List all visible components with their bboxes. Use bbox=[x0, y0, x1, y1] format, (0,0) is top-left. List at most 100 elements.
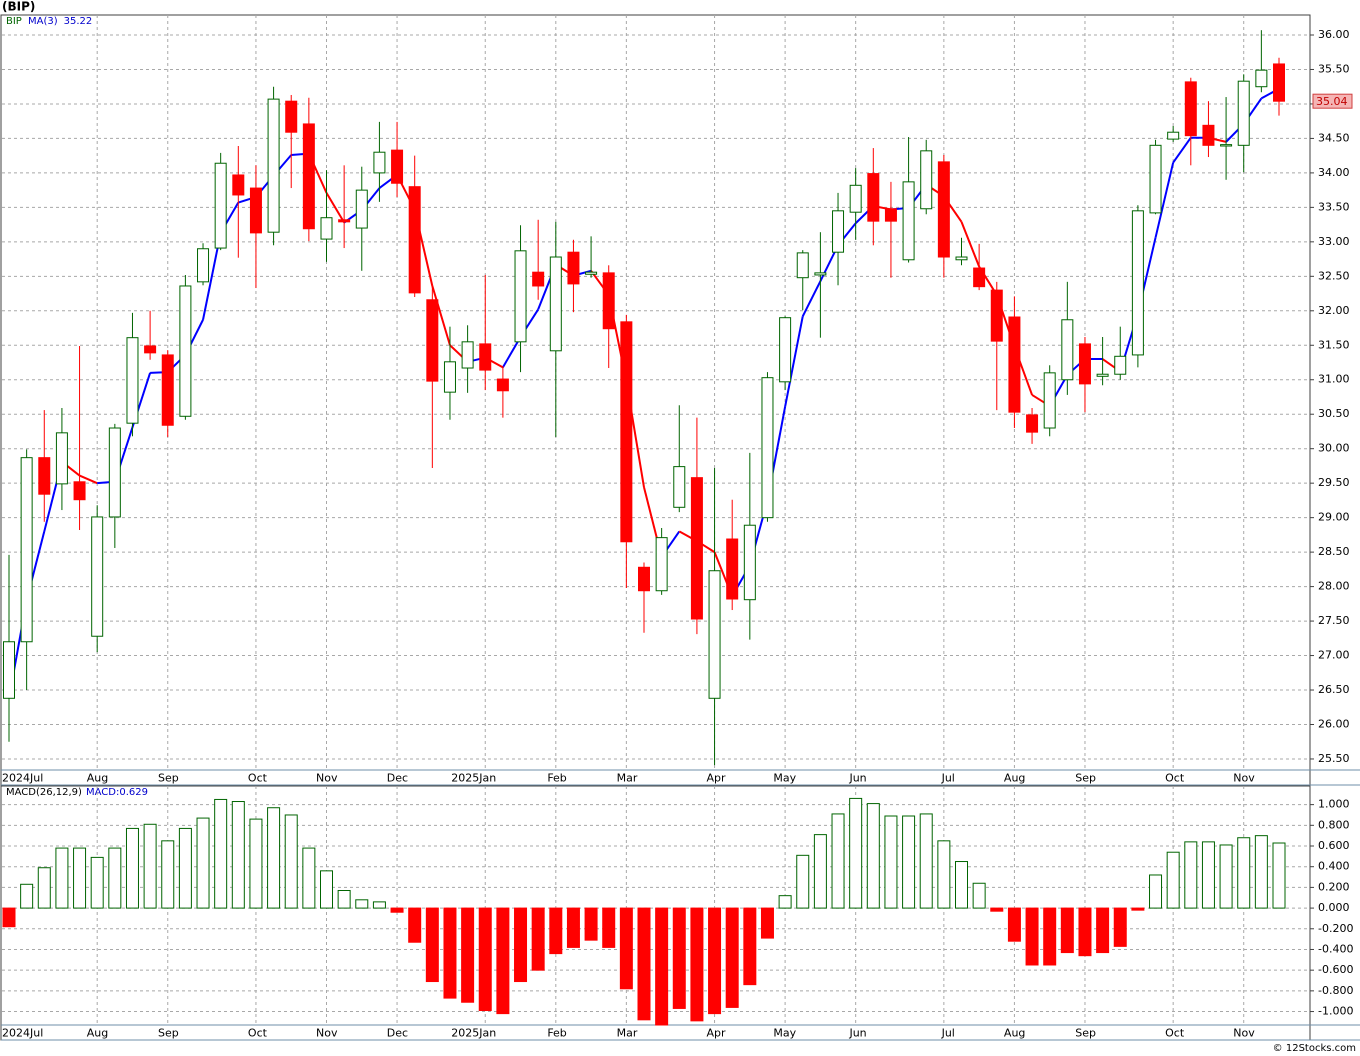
candle-body bbox=[973, 267, 986, 288]
x-tick-label: 2024Jul bbox=[2, 772, 43, 785]
macd-bar bbox=[1237, 837, 1251, 909]
macd-bar bbox=[267, 807, 281, 909]
candle-body bbox=[161, 354, 174, 426]
x-tick-label: Sep bbox=[1075, 1027, 1096, 1040]
candle-body bbox=[1184, 81, 1197, 137]
macd-bar bbox=[178, 827, 192, 909]
candle-body bbox=[1008, 316, 1021, 413]
candle-body bbox=[426, 299, 439, 382]
ma-segment bbox=[79, 474, 98, 485]
y-tick-label: 31.50 bbox=[1318, 338, 1350, 351]
candle-body bbox=[690, 477, 703, 620]
macd-bar bbox=[20, 883, 34, 909]
candle-body bbox=[214, 162, 227, 249]
y-tick-label: 0.400 bbox=[1318, 860, 1350, 873]
macd-bar bbox=[655, 907, 669, 1026]
x-tick-label: May bbox=[773, 1027, 796, 1040]
x-tick-label: Mar bbox=[617, 1027, 638, 1040]
y-tick-label: -0.800 bbox=[1318, 984, 1353, 997]
candle-body bbox=[779, 317, 792, 383]
candle-body bbox=[655, 537, 668, 592]
macd-bar bbox=[372, 901, 386, 909]
x-tick-label: 2025Jan bbox=[451, 1027, 496, 1040]
macd-bar bbox=[937, 840, 951, 909]
candle-body bbox=[990, 289, 1003, 342]
y-tick-label: 29.50 bbox=[1318, 476, 1350, 489]
macd-bar bbox=[725, 907, 739, 1008]
candle-body bbox=[849, 184, 862, 213]
x-tick-label: May bbox=[773, 772, 796, 785]
macd-bar bbox=[549, 907, 563, 955]
candle-body bbox=[144, 345, 157, 354]
candle-body bbox=[567, 251, 580, 285]
candle-body bbox=[796, 252, 809, 279]
candle-body bbox=[320, 217, 333, 240]
macd-bar bbox=[284, 814, 298, 909]
candle-body bbox=[373, 151, 386, 174]
candle-body bbox=[1220, 144, 1233, 147]
y-tick-label: 32.50 bbox=[1318, 269, 1350, 282]
candle-body bbox=[1043, 372, 1056, 429]
y-tick-label: -0.200 bbox=[1318, 922, 1353, 935]
macd-bar bbox=[1149, 874, 1163, 909]
y-tick-label: 0.800 bbox=[1318, 818, 1350, 831]
ma-segment bbox=[1172, 137, 1192, 164]
x-tick-label: 2025Jan bbox=[451, 772, 496, 785]
x-tick-label: Nov bbox=[1233, 1027, 1255, 1040]
macd-bar bbox=[143, 823, 157, 909]
macd-bar bbox=[708, 907, 722, 1015]
candle-body bbox=[832, 210, 845, 253]
macd-bar bbox=[813, 834, 827, 909]
macd-bar bbox=[73, 847, 87, 909]
candle-body bbox=[638, 566, 650, 592]
y-tick-label: 0.600 bbox=[1318, 839, 1350, 852]
candle-body bbox=[1255, 69, 1268, 88]
macd-bar bbox=[55, 847, 69, 909]
y-tick-label: 34.00 bbox=[1318, 166, 1350, 179]
x-tick-label: Nov bbox=[316, 772, 338, 785]
macd-bar bbox=[1272, 842, 1286, 909]
candle-body bbox=[1149, 144, 1162, 214]
macd-bar bbox=[108, 847, 122, 909]
candle-body bbox=[408, 186, 421, 294]
macd-bar bbox=[1184, 841, 1198, 909]
x-tick-label: Oct bbox=[248, 772, 268, 785]
x-tick-label: Dec bbox=[387, 1027, 408, 1040]
macd-bar bbox=[214, 798, 228, 909]
y-tick-label: 26.00 bbox=[1318, 717, 1350, 730]
macd-bar bbox=[196, 817, 210, 909]
macd-bar bbox=[390, 907, 404, 913]
x-tick-label: Aug bbox=[1004, 772, 1025, 785]
candle-body bbox=[126, 337, 139, 424]
macd-bar bbox=[249, 818, 263, 909]
x-tick-label: 2024Jul bbox=[2, 1027, 43, 1040]
candle-body bbox=[302, 123, 315, 230]
macd-bar bbox=[514, 907, 528, 983]
y-tick-label: 33.50 bbox=[1318, 200, 1350, 213]
y-tick-label: 36.00 bbox=[1318, 28, 1350, 41]
chart-title: (BIP) bbox=[2, 0, 35, 14]
macd-bar bbox=[796, 854, 810, 909]
y-tick-label: -0.400 bbox=[1318, 942, 1353, 955]
candle-body bbox=[549, 256, 562, 352]
candle-body bbox=[1114, 355, 1127, 375]
candle-body bbox=[867, 173, 880, 222]
ma-segment bbox=[784, 316, 804, 407]
x-tick-label: Feb bbox=[547, 772, 566, 785]
macd-bar bbox=[1254, 835, 1268, 909]
candle-body bbox=[514, 250, 527, 343]
y-tick-label: 0.000 bbox=[1318, 901, 1350, 914]
macd-bar bbox=[461, 907, 475, 1003]
candle-body bbox=[1078, 343, 1091, 385]
ma-segment bbox=[801, 280, 822, 317]
candle-body bbox=[496, 378, 509, 392]
candle-body bbox=[814, 272, 827, 276]
footer: © 12Stocks.com bbox=[1273, 1043, 1356, 1054]
candle-body bbox=[267, 98, 280, 233]
x-tick-label: Nov bbox=[316, 1027, 338, 1040]
macd-bar bbox=[337, 889, 351, 909]
macd-bar bbox=[37, 867, 51, 909]
macd-bar bbox=[760, 907, 774, 939]
candle-body bbox=[232, 174, 245, 196]
